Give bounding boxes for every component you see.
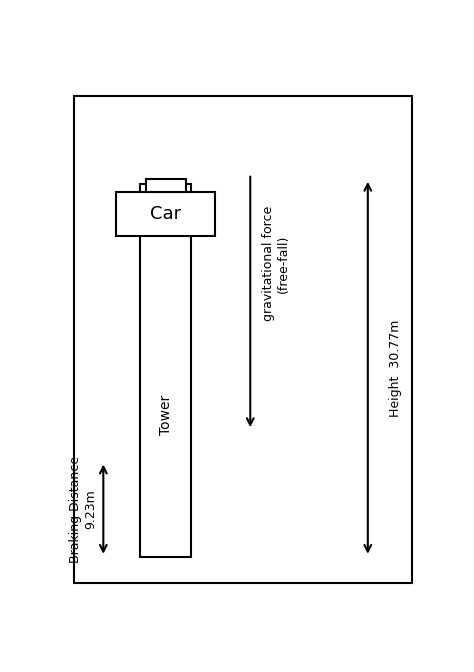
Text: Height  30.77m: Height 30.77m [389, 319, 402, 417]
Bar [146, 179, 186, 192]
Text: Braking Distance
9.23m: Braking Distance 9.23m [69, 456, 97, 562]
Text: Tower: Tower [159, 395, 173, 435]
Text: gravitational force
(free-fall): gravitational force (free-fall) [262, 206, 290, 321]
Bar [140, 184, 191, 556]
Bar [116, 192, 215, 236]
Text: Car: Car [150, 205, 182, 223]
